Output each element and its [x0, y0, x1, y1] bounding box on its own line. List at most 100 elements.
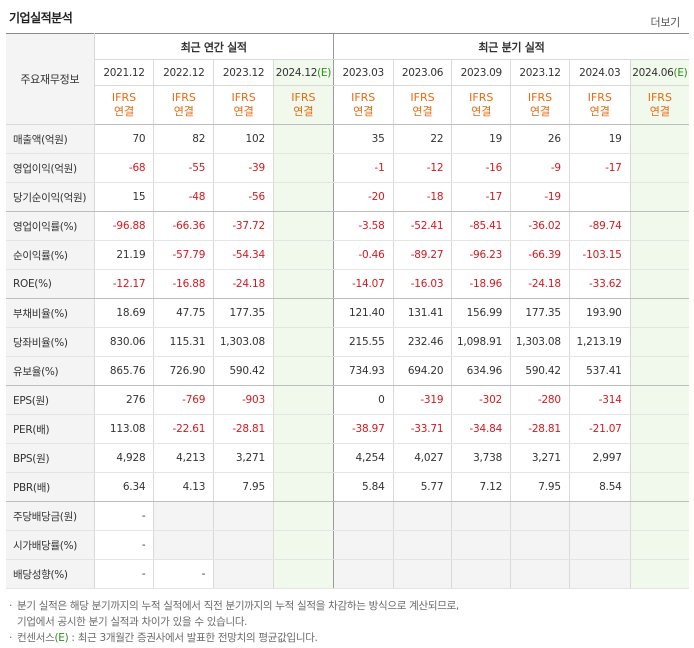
annual-value [153, 501, 214, 531]
quarter-value [568, 559, 631, 589]
quarter-value: -20 [332, 182, 394, 212]
quarter-period-1: 2023.06 [392, 59, 452, 86]
annual-value: -12.17 [93, 269, 154, 299]
quarter-value [451, 530, 511, 560]
annual-value: 4,213 [153, 443, 214, 473]
annual-group-header: 최근 연간 실적 [93, 33, 334, 60]
quarter-value [510, 501, 570, 531]
section-title: 기업실적분석 [9, 11, 73, 25]
annual-value [213, 559, 274, 589]
estimate-mark: (E) [673, 66, 688, 79]
annual-value: - [153, 559, 214, 589]
annual-value: 4,928 [93, 443, 154, 473]
annual-value: 177.35 [213, 298, 274, 328]
quarter-value: -314 [568, 385, 631, 415]
quarter-value: -280 [510, 385, 570, 415]
quarter-value: 121.40 [332, 298, 394, 328]
table-row: 배당성향(%) - - [6, 559, 689, 589]
annual-value: 15 [93, 182, 154, 212]
quarter-value: -89.27 [392, 240, 452, 270]
quarter-value: -16 [451, 153, 511, 183]
quarter-value: -38.97 [332, 414, 394, 444]
annual-value: - [93, 530, 154, 560]
quarter-value: -17 [568, 153, 631, 183]
annual-value: 590.42 [213, 356, 274, 386]
annual-value [272, 559, 334, 589]
quarter-value: -103.15 [568, 240, 631, 270]
quarter-value: 131.41 [392, 298, 452, 328]
quarter-value [629, 240, 689, 270]
row-label: BPS(원) [6, 443, 95, 473]
quarter-value [510, 530, 570, 560]
quarter-value [332, 530, 394, 560]
quarter-value: 2,997 [568, 443, 631, 473]
annual-value [272, 327, 334, 357]
quarter-value: 537.41 [568, 356, 631, 386]
annual-value: -57.79 [153, 240, 214, 270]
annual-value: - [93, 501, 154, 531]
annual-value [272, 472, 334, 502]
annual-value: -54.34 [213, 240, 274, 270]
period-label: 2023.03 [342, 66, 385, 79]
period-label: 2022.12 [163, 66, 205, 79]
quarter-value [629, 443, 689, 473]
quarter-period-3: 2023.12 [510, 59, 570, 86]
quarter-value: -14.07 [332, 269, 394, 299]
period-label: 2024.03 [579, 66, 621, 79]
quarter-value [629, 559, 689, 589]
note-1-continued: 기업에서 공시한 분기 실적과 차이가 있을 수 있습니다. [9, 614, 689, 630]
quarter-value: 3,738 [451, 443, 511, 473]
consolidated-label: 연결 [233, 105, 254, 118]
quarter-value: 734.93 [332, 356, 394, 386]
ifrs-cell: IFRS 연결 [153, 85, 214, 125]
annual-value: -96.88 [93, 211, 154, 241]
quarter-value: -85.41 [451, 211, 511, 241]
table-row: 순이익률(%) 21.19 -57.79 -54.34 -0.46 -89.27 -96.2… [6, 240, 689, 270]
quarter-value: 26 [510, 124, 570, 154]
row-label: 순이익률(%) [6, 240, 95, 270]
table-row: ROE(%) -12.17 -16.88 -24.18 -14.07 -16.03 -18.… [6, 269, 689, 299]
row-label: 매출액(억원) [6, 124, 95, 154]
financial-summary-table: 주요재무정보 최근 연간 실적 최근 분기 실적 2021.12 2022.12 2023… [6, 33, 689, 589]
consolidated-label: 연결 [529, 105, 551, 118]
quarter-value [629, 414, 689, 444]
quarter-value [629, 327, 689, 357]
annual-value [272, 182, 334, 212]
quarter-period-5: 2024.06(E) [629, 59, 689, 86]
note-1-line-1: 분기 실적은 해당 분기까지의 누적 실적에서 직전 분기까지의 누적 실적을 … [17, 600, 459, 612]
quarter-value: -3.58 [332, 211, 394, 241]
consolidated-label: 연결 [293, 105, 314, 118]
annual-value: 18.69 [93, 298, 154, 328]
annual-period-0: 2021.12 [93, 59, 154, 86]
annual-value: -56 [213, 182, 274, 212]
annual-value [153, 530, 214, 560]
quarter-value: 634.96 [451, 356, 511, 386]
row-label: ROE(%) [6, 269, 95, 299]
annual-value: 102 [213, 124, 274, 154]
ifrs-cell: IFRS 연결 [392, 85, 452, 125]
quarter-value [629, 153, 689, 183]
ifrs-label: IFRS [351, 91, 376, 104]
row-label: 당기순이익(억원) [6, 182, 95, 212]
quarter-value [629, 356, 689, 386]
quarter-value: 232.46 [392, 327, 452, 357]
ifrs-cell: IFRS 연결 [451, 85, 511, 125]
row-label: 부채비율(%) [6, 298, 95, 328]
consolidated-label: 연결 [589, 105, 610, 118]
period-label: 2023.09 [460, 66, 503, 79]
quarter-value: 694.20 [392, 356, 452, 386]
quarter-value [629, 182, 689, 212]
row-label: 유보율(%) [6, 356, 95, 386]
annual-value [272, 414, 334, 444]
quarter-value [451, 559, 511, 589]
table-row: BPS(원) 4,928 4,213 3,271 4,254 4,027 3,738 3,27… [6, 443, 689, 473]
quarter-value [629, 211, 689, 241]
quarter-value: 35 [332, 124, 394, 154]
ifrs-label: IFRS [231, 91, 256, 104]
ifrs-label: IFRS [291, 91, 316, 104]
ifrs-cell: IFRS 연결 [332, 85, 394, 125]
section-header: 기업실적분석 더보기 [0, 0, 694, 34]
more-link[interactable]: 더보기 [650, 16, 681, 29]
quarter-value [392, 559, 452, 589]
quarter-value [332, 501, 394, 531]
